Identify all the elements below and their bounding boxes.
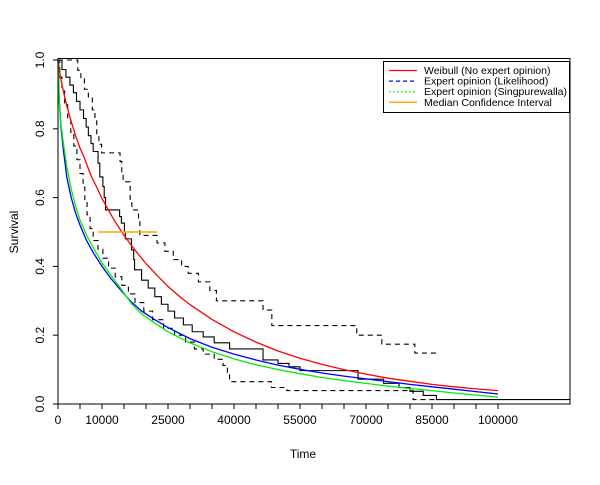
expert-likelihood-curve [57,59,499,395]
x-tick-label: 10000 [85,413,119,427]
km-estimate-curve [58,59,570,401]
x-tick-label: 25000 [151,413,185,427]
y-tick-label: 0.6 [33,189,47,206]
y-axis: 0.0 0.2 0.4 0.6 0.8 1.0 [33,51,58,412]
legend: Weibull (No expert opinion)Expert opinio… [383,61,570,113]
km-lower-ci-curve [58,59,437,401]
x-tick-label: 40000 [217,413,251,427]
y-tick-label: 0.0 [33,395,47,412]
legend-label: Expert opinion (Likelihood) [424,76,548,88]
x-tick-label: 85000 [415,413,449,427]
weibull-no-expert-curve [57,59,499,392]
legend-label: Median Confidence Interval [424,97,552,109]
x-tick-label: 55000 [283,413,317,427]
y-tick-label: 0.4 [33,258,47,275]
x-tick-label: 0 [55,413,62,427]
y-axis-title: Survival [7,211,21,254]
y-tick-label: 0.8 [33,120,47,137]
x-axis: 0 10000 25000 40000 55000 70000 85000 100000 [55,404,518,427]
curves-layer [57,59,570,401]
x-tick-label: 100000 [478,413,518,427]
plot-box [57,58,571,405]
x-axis-title: Time [290,447,317,461]
km-upper-ci-curve [58,59,437,354]
legend-label: Weibull (No expert opinion) [424,65,550,77]
y-tick-label: 0.2 [33,327,47,344]
x-tick-label: 70000 [349,413,383,427]
expert-singpurewalla-curve [57,59,499,398]
legend-label: Expert opinion (Singpurewalla) [424,86,567,98]
y-tick-label: 1.0 [33,51,47,68]
